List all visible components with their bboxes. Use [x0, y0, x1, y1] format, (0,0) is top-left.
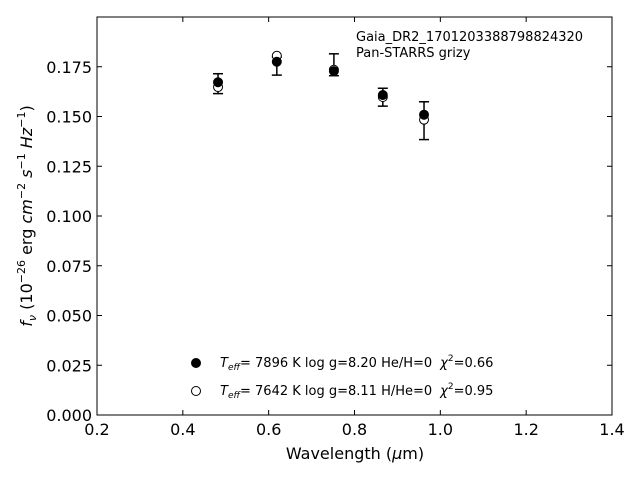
legend-1-teff-label: T	[220, 356, 229, 371]
y-label-exp2: −2	[15, 183, 28, 199]
model-filled-point-1	[271, 56, 282, 67]
legend-2-teff-label: T	[220, 384, 229, 399]
legend-1-chi-value: =0.66	[454, 356, 494, 371]
y-label-s: s	[17, 170, 36, 183]
legend-text-1: Teff= 7896 K log g=8.20 He/H=0 χ2=0.66	[220, 354, 493, 373]
legend-2-chi-sup: 2	[448, 382, 454, 392]
legend-1-teff-sub: eff	[228, 363, 242, 373]
y-label-exp4: −1	[15, 112, 28, 128]
x-tick-label-1: 0.4	[170, 420, 195, 439]
y-tick-label-1: 0.025	[46, 356, 92, 375]
annotation-line-2: Pan-STARRS grizy	[356, 46, 471, 61]
model-filled-point-4	[419, 109, 430, 120]
y-tick-label-7: 0.175	[46, 58, 92, 77]
y-label-f: f	[17, 319, 36, 327]
x-tick-label-6: 1.4	[599, 420, 624, 439]
legend-2-teff-sub: eff	[228, 391, 242, 401]
y-tick-label-0: 0.000	[46, 406, 92, 425]
legend-1-chi-sup: 2	[448, 354, 454, 364]
y-label-cm: cm	[17, 199, 36, 223]
y-label-erg: erg	[17, 224, 36, 260]
x-tick-label-0: 0.2	[84, 420, 109, 439]
legend-1-chi-label: χ	[439, 356, 449, 371]
model-filled-point-3	[377, 90, 388, 101]
y-tick-label-3: 0.075	[46, 257, 92, 276]
legend-marker-filled	[191, 358, 201, 368]
legend-2-chi-label: χ	[439, 384, 449, 399]
legend-text-2: Teff= 7642 K log g=8.11 H/He=0 χ2=0.95	[220, 382, 493, 401]
legend-2-chi-value: =0.95	[454, 384, 494, 399]
x-axis-label: Wavelength (μm)	[286, 444, 424, 463]
x-tick-label-5: 1.2	[513, 420, 538, 439]
y-label-exp1: −26	[15, 260, 28, 283]
y-tick-label-2: 0.050	[46, 307, 92, 326]
y-tick-label-5: 0.125	[46, 157, 92, 176]
model-filled-point-2	[328, 66, 339, 77]
model-filled-point-0	[213, 77, 224, 88]
data-markers	[213, 50, 430, 125]
legend-1-teff-value: = 7896 K log g=8.20 He/H=0	[240, 356, 432, 371]
y-tick-label-6: 0.150	[46, 108, 92, 127]
legend-2-teff-value: = 7642 K log g=8.11 H/He=0	[240, 384, 432, 399]
y-label-exp3: −1	[15, 153, 28, 169]
plot-frame	[96, 16, 613, 416]
y-axis-label: fν (10−26 erg cm−2 s−1 Hz−1)	[15, 105, 39, 326]
annotation-line-1: Gaia_DR2_1701203388798824320	[356, 30, 583, 45]
y-tick-label-4: 0.100	[46, 207, 92, 226]
y-label-hz: Hz	[17, 127, 36, 153]
x-tick-label-4: 1.0	[428, 420, 453, 439]
x-label-pre: Wavelength (	[286, 444, 392, 463]
x-tick-label-3: 0.8	[342, 420, 367, 439]
x-label-post: m)	[402, 444, 424, 463]
y-label-open: (10	[17, 283, 36, 315]
y-label-close: )	[17, 105, 36, 111]
legend: Teff= 7896 K log g=8.20 He/H=0 χ2=0.66 Te…	[191, 354, 493, 401]
x-tick-label-2: 0.6	[256, 420, 281, 439]
y-label-nu: ν	[26, 315, 39, 321]
x-label-mu: μ	[391, 444, 402, 463]
legend-marker-open	[191, 386, 201, 396]
axis-ticks: 0.2 0.4 0.6 0.8 1.0 1.2 1.4 0.000 0.025 0.050 0.07…	[46, 17, 625, 439]
